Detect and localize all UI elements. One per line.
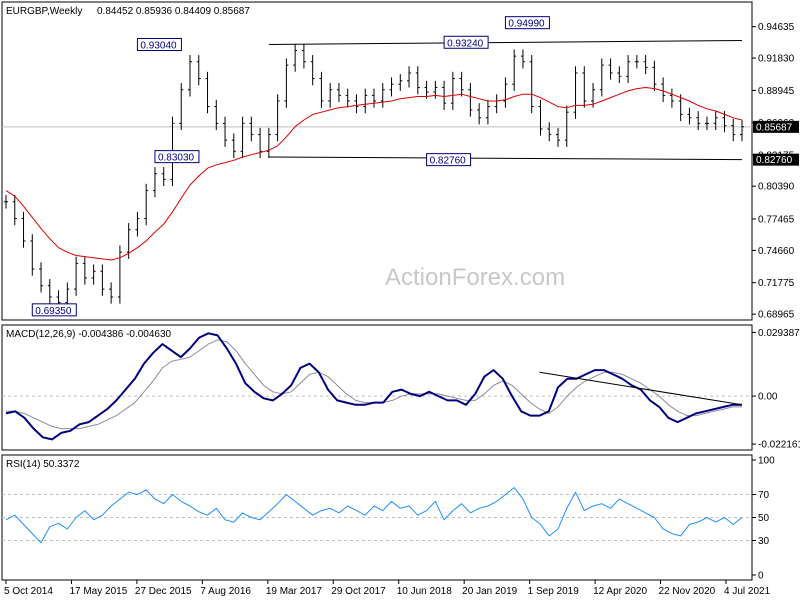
- macd-axis-layer: 0.029387 0.00 -0.022161: [752, 328, 800, 451]
- price-series-layer: [4, 39, 744, 310]
- x-tick-label: 5 Oct 2014: [4, 586, 53, 597]
- price-annotation-box: [504, 16, 550, 30]
- rsi-line: [5, 487, 743, 544]
- rsi-y-tick-label: 70: [758, 490, 770, 501]
- support-level-label-bg: [753, 153, 799, 166]
- x-tick-label: 1 Sep 2019: [528, 586, 580, 597]
- price-annotation-box: [426, 153, 472, 167]
- x-tick-label: 17 May 2015: [69, 586, 127, 597]
- x-tick-label: 7 Aug 2016: [200, 586, 251, 597]
- macd-title: MACD(12,26,9) -0.004386 -0.004630: [6, 329, 172, 340]
- x-tick-label: 20 Jan 2019: [462, 586, 517, 597]
- price-annotation-box: [443, 35, 489, 49]
- rsi-y-tick-label: 0: [758, 571, 764, 582]
- x-tick-label: 4 Jul 2021: [724, 586, 771, 597]
- price-annotation-label: 0.94990: [508, 19, 545, 30]
- ohlc-values: 0.84452 0.85936 0.84409 0.85687: [97, 6, 250, 17]
- x-tick-label: 22 Nov 2020: [659, 586, 716, 597]
- rsi-axis-layer: 100 70 50 30 0: [752, 456, 775, 582]
- price-trendline: [268, 39, 743, 46]
- price-annotation-label: 0.93040: [140, 41, 177, 52]
- price-annotation-box: [31, 303, 77, 317]
- moving-average-line: [5, 87, 743, 261]
- current-price-label: 0.85687: [756, 122, 793, 133]
- x-tick-label: 29 Oct 2017: [331, 586, 386, 597]
- price-axis-layer: 0.946350.918300.889450.860600.831750.803…: [752, 22, 799, 321]
- macd-y-tick-label: 0.029387: [758, 328, 800, 339]
- price-annotation-label: 0.69350: [35, 306, 72, 317]
- rsi-y-tick-label: 30: [758, 536, 770, 547]
- price-y-tick-label: 0.94635: [758, 22, 795, 33]
- price-annotation-box: [154, 150, 200, 164]
- price-label-layer: 0.93040 0.93240 0.94990 0.83030 0.82760 0.693…: [31, 16, 550, 317]
- rsi-y-tick-label: 100: [758, 456, 775, 467]
- price-y-tick-label: 0.91830: [758, 54, 795, 65]
- price-trendline: [268, 156, 743, 161]
- macd-y-tick-label: 0.00: [758, 392, 778, 403]
- x-axis-layer: 5 Oct 2014 17 May 2015 27 Dec 2015 7 Aug 20…: [4, 580, 771, 597]
- price-y-tick-label: 0.88945: [758, 86, 795, 97]
- macd-y-tick-label: -0.022161: [758, 440, 800, 451]
- price-annotation-label: 0.82760: [430, 156, 467, 167]
- x-tick-label: 27 Dec 2015: [135, 586, 192, 597]
- price-y-tick-label: 0.68965: [758, 310, 795, 321]
- price-y-tick-label: 0.74660: [758, 246, 795, 257]
- price-y-tick-label: 0.80390: [758, 182, 795, 193]
- price-annotation-box: [136, 38, 182, 52]
- watermark: ActionForex.com: [385, 264, 565, 291]
- macd-layer: [2, 332, 752, 441]
- price-y-tick-label: 0.71775: [758, 278, 795, 289]
- support-level-label: 0.82760: [756, 155, 793, 166]
- rsi-title: RSI(14) 50.3372: [6, 459, 80, 470]
- rsi-y-tick-label: 50: [758, 513, 770, 524]
- macd-line: [5, 332, 742, 441]
- price-annotation-label: 0.83030: [158, 153, 195, 164]
- macd-panel-frame: [1, 324, 753, 451]
- price-y-tick-label: 0.77465: [758, 214, 795, 225]
- price-annotation-label: 0.93240: [447, 38, 484, 49]
- x-tick-label: 19 Mar 2017: [266, 586, 323, 597]
- symbol-label: EURGBP,Weekly: [6, 6, 82, 17]
- rsi-layer: [2, 487, 752, 544]
- x-tick-label: 10 Jun 2018: [397, 586, 452, 597]
- x-tick-label: 12 Apr 2020: [593, 586, 647, 597]
- current-price-label-bg: [753, 120, 799, 133]
- price-panel-frame: [1, 1, 753, 321]
- macd-trendline: [539, 371, 743, 406]
